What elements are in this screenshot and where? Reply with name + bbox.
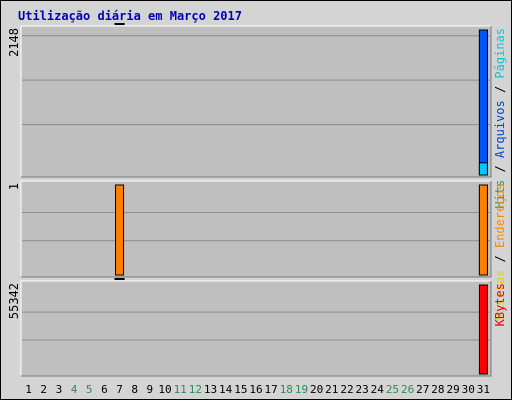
x-tick-label-day-9: 9 bbox=[147, 383, 154, 396]
x-tick-label-day-14: 14 bbox=[219, 383, 233, 396]
x-tick-label-day-18: 18 bbox=[280, 383, 293, 396]
panel-kbytes-legend: KBytes bbox=[493, 283, 507, 326]
panel-visits-sites-fill bbox=[21, 181, 491, 277]
x-tick-label-day-24: 24 bbox=[371, 383, 385, 396]
x-tick-label-day-26: 26 bbox=[401, 383, 414, 396]
x-tick-label-day-3: 3 bbox=[56, 383, 63, 396]
x-tick-label-day-20: 20 bbox=[310, 383, 323, 396]
x-tick-label-day-28: 28 bbox=[431, 383, 444, 396]
x-tick-label-day-27: 27 bbox=[416, 383, 429, 396]
panel-kbytes-fill bbox=[21, 281, 491, 376]
panel-hits-pages-files-bar-arquivos-day-31 bbox=[479, 30, 487, 175]
x-tick-label-day-30: 30 bbox=[462, 383, 475, 396]
panel-kbytes-ymax-label: 55342 bbox=[7, 283, 21, 319]
x-tick-label-day-31: 31 bbox=[477, 383, 490, 396]
x-tick-label-day-19: 19 bbox=[295, 383, 308, 396]
x-tick-label-day-1: 1 bbox=[25, 383, 32, 396]
panel-hits-pages-files-legend-páginas: Páginas bbox=[493, 28, 507, 79]
x-tick-label-day-12: 12 bbox=[189, 383, 202, 396]
panel-visits-sites-legend-separator: / bbox=[493, 248, 507, 270]
panel-visits-sites-ymax-label: 1 bbox=[7, 183, 21, 190]
panel-visits-sites-bar-endereços-day-7 bbox=[116, 185, 124, 275]
x-tick-label-day-17: 17 bbox=[265, 383, 278, 396]
panel-hits-pages-files-legend-separator: / bbox=[493, 79, 507, 101]
panel-visits-sites-legend-endereços: Endereços bbox=[493, 183, 507, 248]
x-tick-label-day-16: 16 bbox=[249, 383, 262, 396]
panel-kbytes-legend-kbytes: KBytes bbox=[493, 283, 507, 326]
panel-visits-sites-bar-endereços-day-31 bbox=[479, 185, 487, 275]
x-tick-label-day-5: 5 bbox=[86, 383, 93, 396]
x-tick-label-day-6: 6 bbox=[101, 383, 108, 396]
x-tick-label-day-15: 15 bbox=[234, 383, 247, 396]
x-tick-label-day-13: 13 bbox=[204, 383, 217, 396]
x-tick-label-day-8: 8 bbox=[131, 383, 138, 396]
panel-hits-pages-files-legend-arquivos: Arquivos bbox=[493, 100, 507, 158]
x-tick-label-day-21: 21 bbox=[325, 383, 338, 396]
x-tick-label-day-29: 29 bbox=[446, 383, 459, 396]
panel-kbytes-bar-kbytes-day-7 bbox=[115, 278, 125, 280]
panel-kbytes-bar-kbytes-day-31 bbox=[479, 285, 487, 374]
x-tick-label-day-7: 7 bbox=[116, 383, 123, 396]
panel-hits-pages-files-bar-páginas-day-31 bbox=[479, 163, 487, 175]
x-tick-label-day-10: 10 bbox=[158, 383, 171, 396]
x-tick-label-day-2: 2 bbox=[40, 383, 47, 396]
panel-hits-pages-files-ymax-label: 2148 bbox=[7, 28, 21, 57]
x-tick-label-day-11: 11 bbox=[174, 383, 187, 396]
x-tick-label-day-22: 22 bbox=[340, 383, 353, 396]
panel-hits-pages-files-fill bbox=[21, 26, 491, 177]
x-tick-label-day-4: 4 bbox=[71, 383, 78, 396]
x-tick-label-day-25: 25 bbox=[386, 383, 399, 396]
panel-hits-pages-files-legend: Hits / Arquivos / Páginas bbox=[493, 28, 507, 209]
panel-hits-pages-files-bar-páginas-day-7 bbox=[115, 23, 125, 25]
panel-hits-pages-files-legend-separator: / bbox=[493, 158, 507, 180]
chart-title: Utilização diária em Março 2017 bbox=[18, 9, 242, 23]
x-tick-label-day-23: 23 bbox=[356, 383, 369, 396]
